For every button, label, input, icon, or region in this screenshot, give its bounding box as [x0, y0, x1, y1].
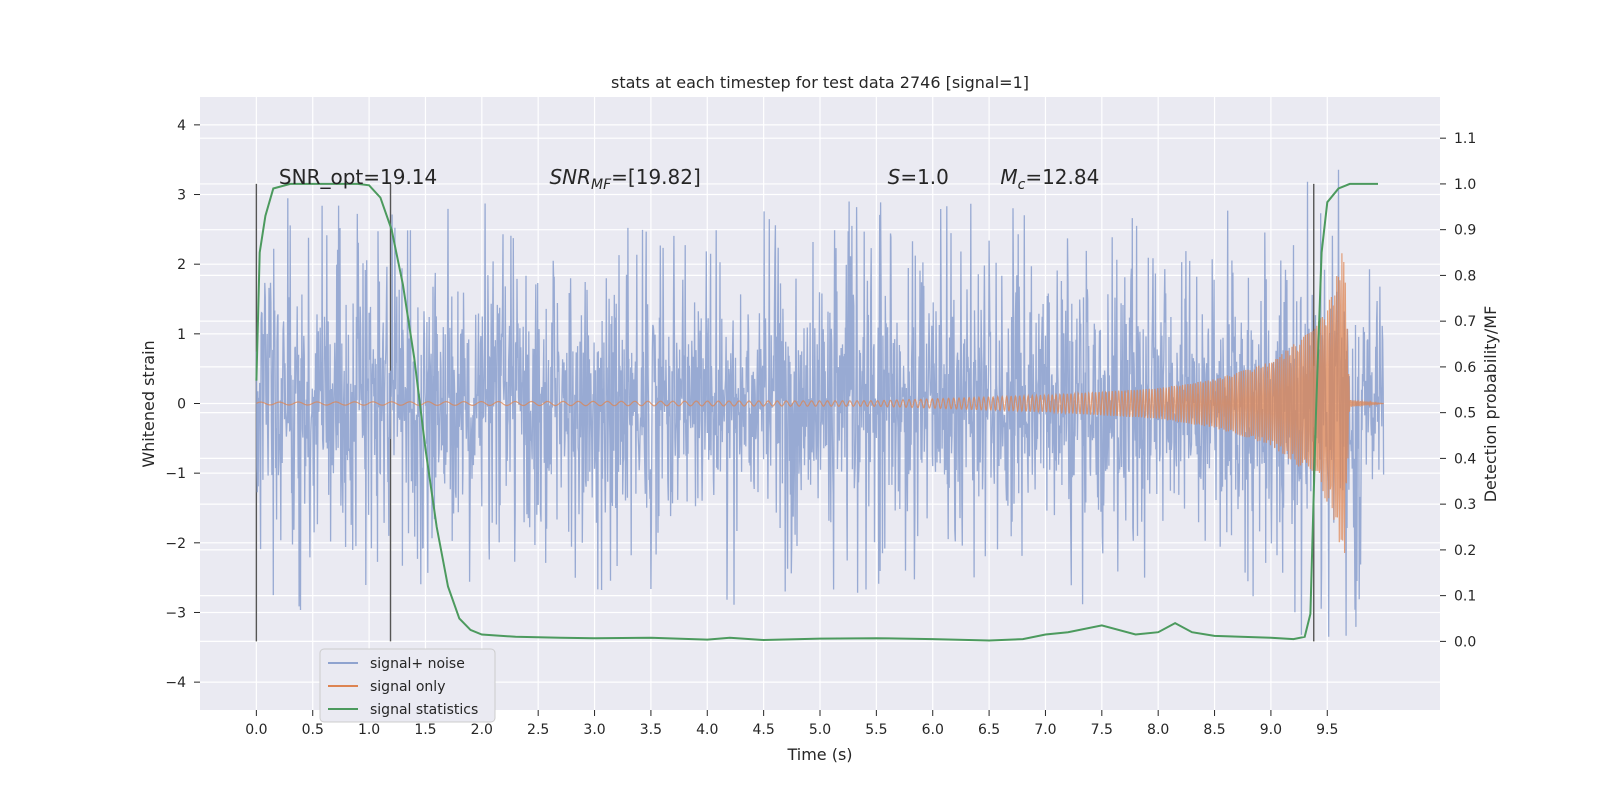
x-tick-label: 1.5 [414, 722, 436, 738]
y-right-tick-label: 0.3 [1454, 497, 1476, 513]
y-tick-label: 3 [177, 188, 186, 204]
annotation-text: Mc=12.84 [1000, 165, 1099, 193]
x-tick-label: 9.5 [1316, 722, 1338, 738]
y-tick-label: −2 [165, 536, 186, 552]
x-tick-label: 3.5 [640, 722, 662, 738]
x-tick-label: 5.0 [809, 722, 831, 738]
signal-noise-series [255, 169, 1385, 637]
x-tick-label: 2.0 [471, 722, 493, 738]
legend-label-signal-statistics: signal statistics [370, 702, 478, 718]
y-tick-label: −3 [165, 605, 186, 621]
y-right-tick-label: 1.0 [1454, 177, 1476, 193]
y-right-tick-label: 0.6 [1454, 360, 1476, 376]
signal-only-series [256, 253, 1384, 554]
y-right-tick-label: 0.2 [1454, 543, 1476, 559]
chart-title: stats at each timestep for test data 274… [611, 73, 1029, 92]
y-right-tick-label: 0.8 [1454, 268, 1476, 284]
legend-label-signal-only: signal only [370, 679, 445, 695]
tick-labels: 0.0 0.5 1.0 1.5 2.0 2.5 3.0 3.5 4.0 4.5 5.0 5.5 6.0 6… [165, 118, 1476, 738]
annotation-text: SNR_opt=19.14 [279, 165, 437, 189]
y-tick-label: 1 [177, 327, 186, 343]
y-tick-label: −4 [165, 675, 186, 691]
signal-noise-line [255, 169, 1385, 637]
y-axis-right-label: Detection probability/MF [1481, 306, 1500, 503]
y-right-tick-label: 0.1 [1454, 589, 1476, 605]
legend-box [319, 648, 496, 723]
annotation-text: SNRMF=[19.82] [549, 165, 700, 193]
x-tick-label: 0.5 [302, 722, 324, 738]
x-tick-label: 0.0 [245, 722, 267, 738]
x-tick-label: 4.5 [753, 722, 775, 738]
x-tick-label: 7.5 [1091, 722, 1113, 738]
y-right-tick-label: 0.4 [1454, 451, 1476, 467]
y-right-tick-label: 1.1 [1454, 131, 1476, 147]
y-tick-label: 2 [177, 257, 186, 273]
annotation-text: S=1.0 [888, 165, 949, 189]
x-tick-label: 6.0 [922, 722, 944, 738]
x-tick-label: 2.5 [527, 722, 549, 738]
signal-statistics-series [255, 182, 1378, 642]
x-tick-label: 5.5 [865, 722, 887, 738]
y-right-tick-label: 0.5 [1454, 406, 1476, 422]
x-axis-label: Time (s) [786, 745, 852, 764]
x-tick-label: 8.5 [1203, 722, 1225, 738]
x-tick-label: 9.0 [1260, 722, 1282, 738]
y-right-tick-label: 0.7 [1454, 314, 1476, 330]
signal-only-line [256, 253, 1384, 554]
y-axis-label: Whitened strain [139, 340, 158, 467]
y-tick-label: 0 [177, 397, 186, 413]
x-tick-label: 8.0 [1147, 722, 1169, 738]
x-tick-label: 6.5 [978, 722, 1000, 738]
y-tick-label: 4 [177, 118, 186, 134]
y-right-tick-label: 0.0 [1454, 634, 1476, 650]
legend: signal+ noise signal only signal statist… [319, 648, 496, 723]
x-tick-label: 7.0 [1034, 722, 1056, 738]
signal-statistics-line [255, 182, 1378, 642]
x-tick-label: 4.0 [696, 722, 718, 738]
y-right-tick-label: 0.9 [1454, 223, 1476, 239]
y-tick-label: −1 [165, 466, 186, 482]
annotations: SNR_opt=19.14 SNRMF=[19.82] S=1.0 Mc=12.84 [279, 165, 1099, 193]
x-tick-label: 1.0 [358, 722, 380, 738]
x-tick-label: 3.0 [583, 722, 605, 738]
legend-label-signal-noise: signal+ noise [370, 656, 465, 672]
